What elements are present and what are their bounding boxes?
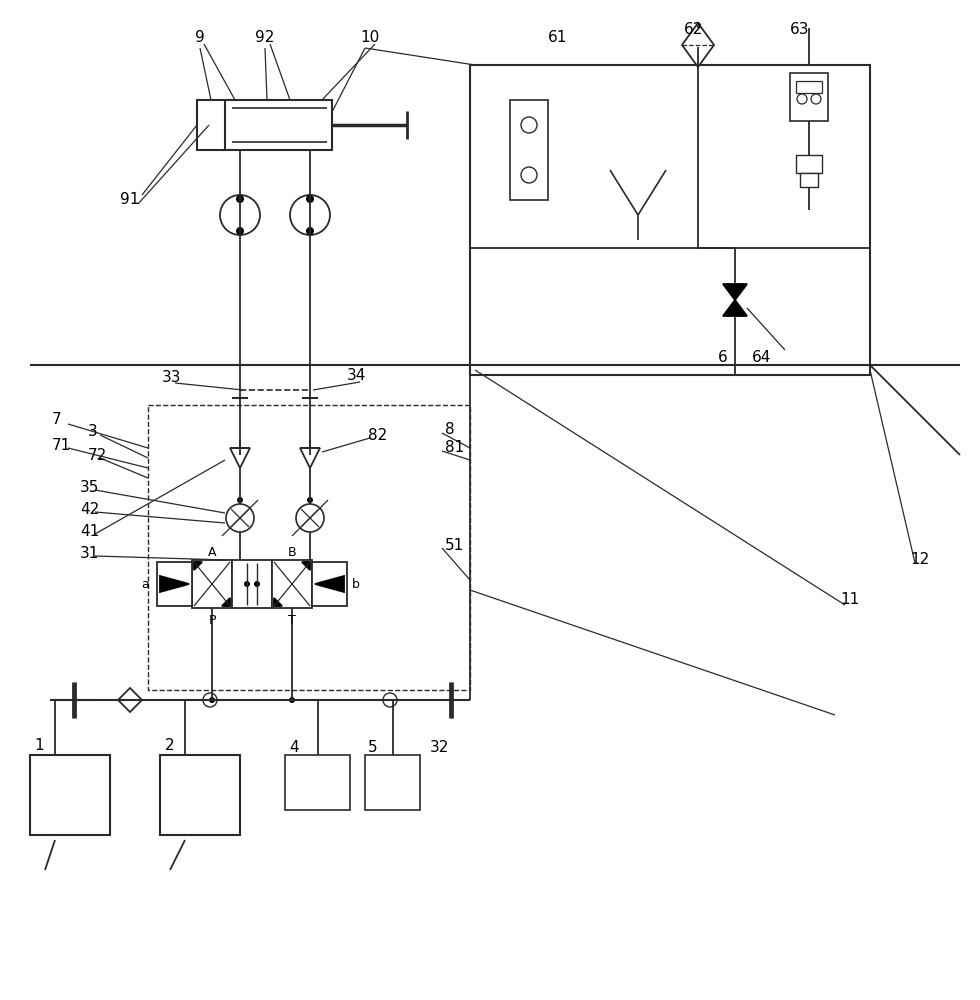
Text: 31: 31 — [80, 546, 99, 562]
Text: 41: 41 — [80, 524, 99, 540]
Polygon shape — [302, 562, 310, 570]
Bar — [30, 755, 110, 835]
Circle shape — [383, 693, 397, 707]
Text: a: a — [141, 578, 149, 590]
Polygon shape — [160, 576, 189, 592]
Text: 2: 2 — [165, 738, 174, 752]
Text: 71: 71 — [52, 438, 72, 452]
Text: 1: 1 — [34, 738, 44, 752]
Text: 92: 92 — [255, 30, 274, 45]
Text: 3: 3 — [88, 424, 98, 440]
Text: P: P — [209, 613, 216, 626]
Circle shape — [290, 195, 330, 235]
Circle shape — [236, 195, 244, 203]
Circle shape — [236, 227, 244, 235]
Circle shape — [811, 94, 821, 104]
Bar — [157, 562, 192, 606]
Text: 33: 33 — [162, 370, 181, 385]
Text: 35: 35 — [80, 481, 99, 495]
Text: 6: 6 — [718, 351, 728, 365]
Circle shape — [237, 497, 243, 503]
Polygon shape — [315, 576, 344, 592]
Text: 5: 5 — [368, 740, 377, 756]
Circle shape — [306, 195, 314, 203]
Bar — [272, 560, 312, 608]
Polygon shape — [723, 300, 747, 316]
Circle shape — [521, 167, 537, 183]
Text: 4: 4 — [289, 740, 299, 756]
Polygon shape — [230, 448, 250, 468]
Text: 82: 82 — [368, 428, 387, 442]
Text: 51: 51 — [445, 538, 465, 552]
Circle shape — [307, 497, 313, 503]
Bar — [285, 755, 350, 810]
Text: 63: 63 — [790, 22, 809, 37]
Bar — [790, 73, 828, 121]
Text: 42: 42 — [80, 502, 99, 518]
Bar — [192, 560, 232, 608]
Bar — [232, 560, 272, 608]
Text: 12: 12 — [910, 552, 929, 568]
Bar — [510, 100, 548, 200]
Text: 81: 81 — [445, 440, 465, 456]
Bar — [197, 100, 332, 150]
Circle shape — [220, 195, 260, 235]
Bar — [148, 405, 470, 690]
Circle shape — [203, 693, 217, 707]
Text: B: B — [288, 546, 296, 558]
Text: 8: 8 — [445, 422, 455, 438]
Text: 10: 10 — [360, 30, 379, 45]
Circle shape — [244, 581, 250, 587]
Text: 7: 7 — [52, 412, 62, 428]
Text: 32: 32 — [430, 740, 450, 756]
Polygon shape — [194, 562, 202, 570]
Circle shape — [226, 504, 254, 532]
Text: 9: 9 — [195, 30, 205, 45]
Text: 91: 91 — [120, 192, 139, 208]
Text: 62: 62 — [684, 22, 704, 37]
Polygon shape — [300, 448, 320, 468]
Polygon shape — [723, 284, 747, 300]
Circle shape — [521, 117, 537, 133]
Text: b: b — [352, 578, 360, 590]
Polygon shape — [118, 688, 142, 712]
Text: 11: 11 — [840, 592, 859, 607]
Text: A: A — [208, 546, 217, 558]
Text: 34: 34 — [347, 367, 367, 382]
Bar — [365, 755, 420, 810]
Bar — [312, 562, 347, 606]
Polygon shape — [222, 598, 230, 606]
Circle shape — [209, 697, 215, 703]
Bar — [800, 173, 818, 187]
Circle shape — [306, 227, 314, 235]
Bar — [796, 81, 822, 93]
Text: T: T — [288, 613, 296, 626]
Circle shape — [797, 94, 807, 104]
Circle shape — [289, 697, 295, 703]
Bar — [160, 755, 240, 835]
Bar — [470, 65, 870, 375]
Circle shape — [296, 504, 324, 532]
Bar — [796, 155, 822, 173]
Polygon shape — [682, 23, 714, 67]
Circle shape — [254, 581, 260, 587]
Polygon shape — [274, 598, 282, 606]
Text: 61: 61 — [548, 30, 567, 45]
Text: 72: 72 — [88, 448, 107, 462]
Text: 64: 64 — [752, 351, 771, 365]
